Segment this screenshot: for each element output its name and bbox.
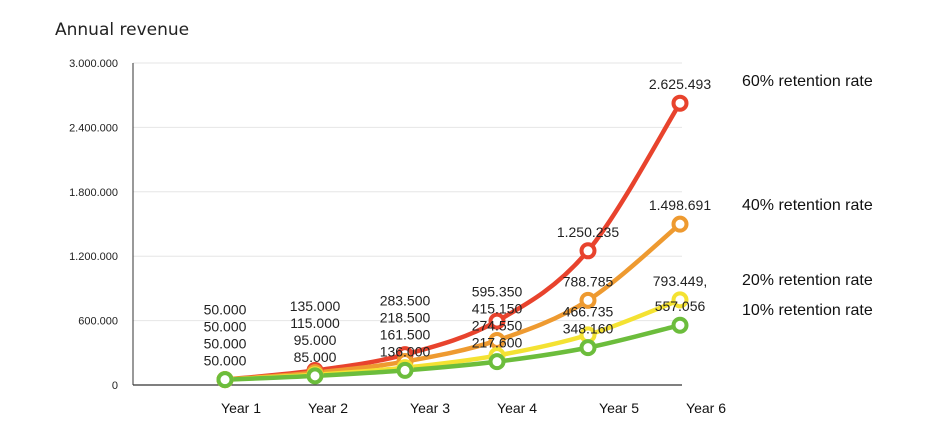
data-label: 136.000 [380, 343, 431, 359]
y-tick-label: 3.000.000 [69, 58, 118, 70]
y-tick-label: 0 [112, 380, 118, 392]
data-label: 50.000 [204, 336, 247, 352]
data-point [488, 312, 506, 330]
data-point [671, 291, 689, 309]
data-label: 793.449, [653, 273, 708, 289]
x-tick-label: Year 4 [497, 400, 537, 416]
series-line-4 [222, 322, 683, 382]
legend-20: 20% retention rate [742, 272, 873, 289]
data-label: 788.785 [563, 273, 614, 289]
data-point [671, 316, 689, 334]
data-point [579, 242, 597, 260]
legend-60: 60% retention rate [742, 73, 873, 90]
data-label: 135.000 [290, 298, 341, 314]
y-tick-label: 600.000 [78, 316, 118, 328]
legend-10: 10% retention rate [742, 302, 873, 319]
data-label: 85.000 [294, 349, 337, 365]
data-label: 95.000 [294, 332, 337, 348]
y-tick-label: 1.200.000 [69, 251, 118, 263]
legend-40: 40% retention rate [742, 197, 873, 214]
data-label: 217.600 [472, 335, 523, 351]
data-point [306, 367, 324, 385]
data-point [671, 215, 689, 233]
data-label: 274.550 [472, 318, 523, 334]
data-label: 2.625.493 [649, 76, 711, 92]
data-point [488, 331, 506, 349]
data-label: 50.000 [204, 319, 247, 335]
data-label: 283.500 [380, 292, 431, 308]
data-point [488, 353, 506, 371]
data-point [671, 94, 689, 112]
data-label: 466.735 [563, 304, 614, 320]
data-label: 1.250.235 [557, 224, 619, 240]
data-label: 348.160 [563, 321, 614, 337]
chart-title: Annual revenue [55, 20, 190, 40]
data-label: 161.500 [380, 326, 431, 342]
data-label: 115.000 [290, 315, 340, 331]
y-tick-label: 1.800.000 [69, 187, 118, 199]
y-tick-label: 2.400.000 [69, 122, 118, 134]
data-label: 218.500 [380, 309, 431, 325]
data-point [579, 339, 597, 357]
data-label: 1.498.691 [649, 197, 711, 213]
x-tick-label: Year 2 [308, 400, 348, 416]
data-label: 595.350 [472, 284, 523, 300]
data-point [216, 371, 234, 389]
x-tick-label: Year 1 [221, 400, 261, 416]
data-label: 50.000 [204, 302, 247, 318]
x-tick-label: Year 6 [686, 400, 726, 416]
data-point [579, 291, 597, 309]
data-point [396, 361, 414, 379]
x-tick-label: Year 3 [410, 400, 450, 416]
data-label: 557.056 [655, 298, 706, 314]
x-tick-label: Year 5 [599, 400, 639, 416]
data-label: 415.150 [472, 301, 523, 317]
data-label: 50.000 [204, 353, 247, 369]
